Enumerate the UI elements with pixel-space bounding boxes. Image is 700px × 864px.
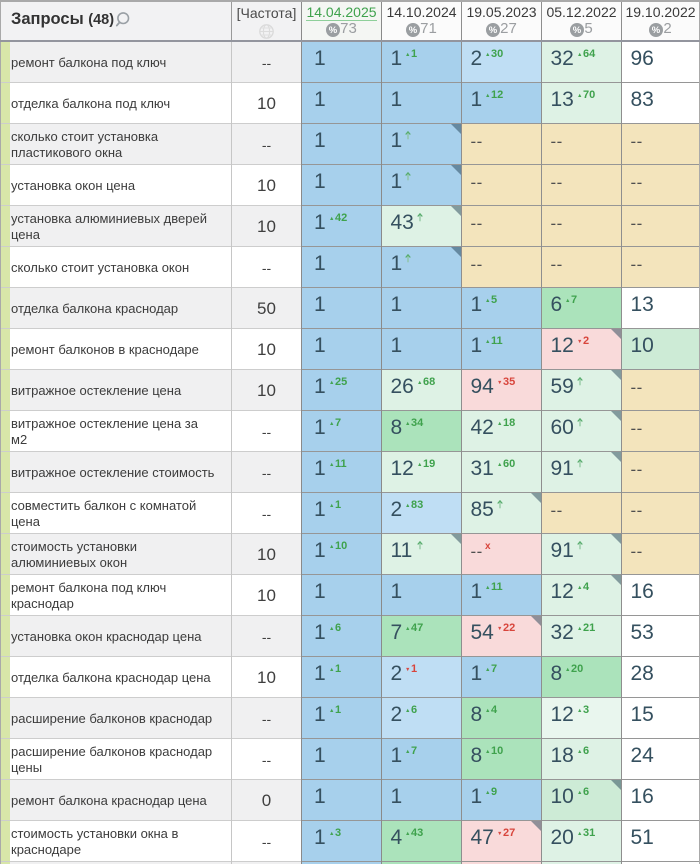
svg-text:%: % (573, 25, 582, 36)
svg-text:%: % (489, 25, 498, 36)
svg-text:%: % (409, 25, 418, 36)
svg-text:%: % (329, 25, 338, 36)
svg-text:%: % (652, 25, 661, 36)
